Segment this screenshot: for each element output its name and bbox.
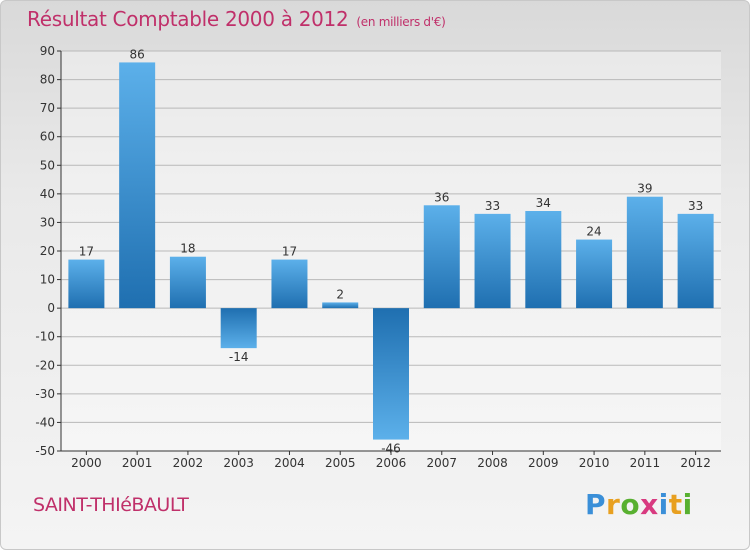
commune-name: SAINT-THIéBAULT: [33, 494, 189, 516]
data-label-2005: 2: [336, 287, 344, 301]
chart-title-text: Résultat Comptable 2000 à 2012: [27, 7, 349, 31]
y-tick-label: 70: [40, 101, 55, 115]
brand-letter: i: [658, 488, 669, 521]
brand-letter: P: [585, 488, 607, 521]
data-label-2000: 17: [79, 245, 94, 259]
x-tick-label-2002: 2002: [173, 456, 204, 470]
x-tick-label-2008: 2008: [477, 456, 508, 470]
chart-subtitle: (en milliers d'€): [356, 15, 446, 29]
bar-2012: [677, 213, 714, 309]
x-tick-label-2005: 2005: [325, 456, 356, 470]
data-label-2012: 33: [688, 199, 703, 213]
y-tick-label: 40: [40, 187, 55, 201]
y-tick-label: 80: [40, 73, 55, 87]
data-label-2007: 36: [434, 190, 449, 204]
bar-2010: [576, 239, 613, 309]
data-label-2008: 33: [485, 199, 500, 213]
y-tick-label: -30: [35, 387, 55, 401]
y-tick-label: 10: [40, 273, 55, 287]
bar-2005: [322, 302, 359, 309]
brand-letter: r: [606, 488, 621, 521]
y-tick-label: 50: [40, 158, 55, 172]
x-tick-label-2001: 2001: [122, 456, 153, 470]
x-tick-label-2007: 2007: [426, 456, 457, 470]
x-tick-label-2010: 2010: [579, 456, 610, 470]
bar-2011: [626, 196, 663, 309]
x-tick-label-2006: 2006: [376, 456, 407, 470]
y-tick-label: 0: [47, 301, 55, 315]
brand-logo: Proxiti: [585, 488, 693, 521]
data-label-2010: 24: [586, 225, 601, 239]
y-tick-label: -40: [35, 415, 55, 429]
bar-2004: [271, 259, 308, 309]
x-tick-label-2012: 2012: [680, 456, 711, 470]
data-label-2011: 39: [637, 182, 652, 196]
bar-2000: [68, 259, 105, 309]
bar-2007: [423, 205, 460, 309]
y-tick-label: -20: [35, 358, 55, 372]
x-tick-label-2011: 2011: [630, 456, 661, 470]
x-tick-label-2009: 2009: [528, 456, 559, 470]
chart-title: Résultat Comptable 2000 à 2012 (en millie…: [27, 7, 446, 31]
brand-letter: i: [682, 488, 693, 521]
bar-2001: [119, 62, 156, 309]
y-tick-label: 60: [40, 130, 55, 144]
x-tick-label-2003: 2003: [223, 456, 254, 470]
bar-2002: [169, 256, 206, 309]
bar-2008: [474, 213, 511, 309]
brand-letter: x: [640, 488, 659, 521]
data-label-2009: 34: [536, 196, 551, 210]
data-label-2004: 17: [282, 245, 297, 259]
y-tick-label: 30: [40, 215, 55, 229]
data-label-2003: -14: [229, 350, 249, 364]
y-tick-label: 20: [40, 244, 55, 258]
bar-2009: [525, 211, 562, 309]
bar-2003: [220, 308, 257, 349]
data-label-2006: -46: [381, 442, 401, 456]
y-tick-label: -10: [35, 330, 55, 344]
y-tick-label: 90: [40, 44, 55, 58]
x-tick-label-2004: 2004: [274, 456, 305, 470]
data-label-2001: 86: [130, 47, 145, 61]
brand-letter: o: [620, 488, 641, 521]
x-tick-label-2000: 2000: [71, 456, 102, 470]
bar-2006: [373, 308, 409, 440]
data-label-2002: 18: [180, 242, 195, 256]
y-tick-label: -50: [35, 444, 55, 458]
brand-letter: t: [668, 488, 683, 521]
